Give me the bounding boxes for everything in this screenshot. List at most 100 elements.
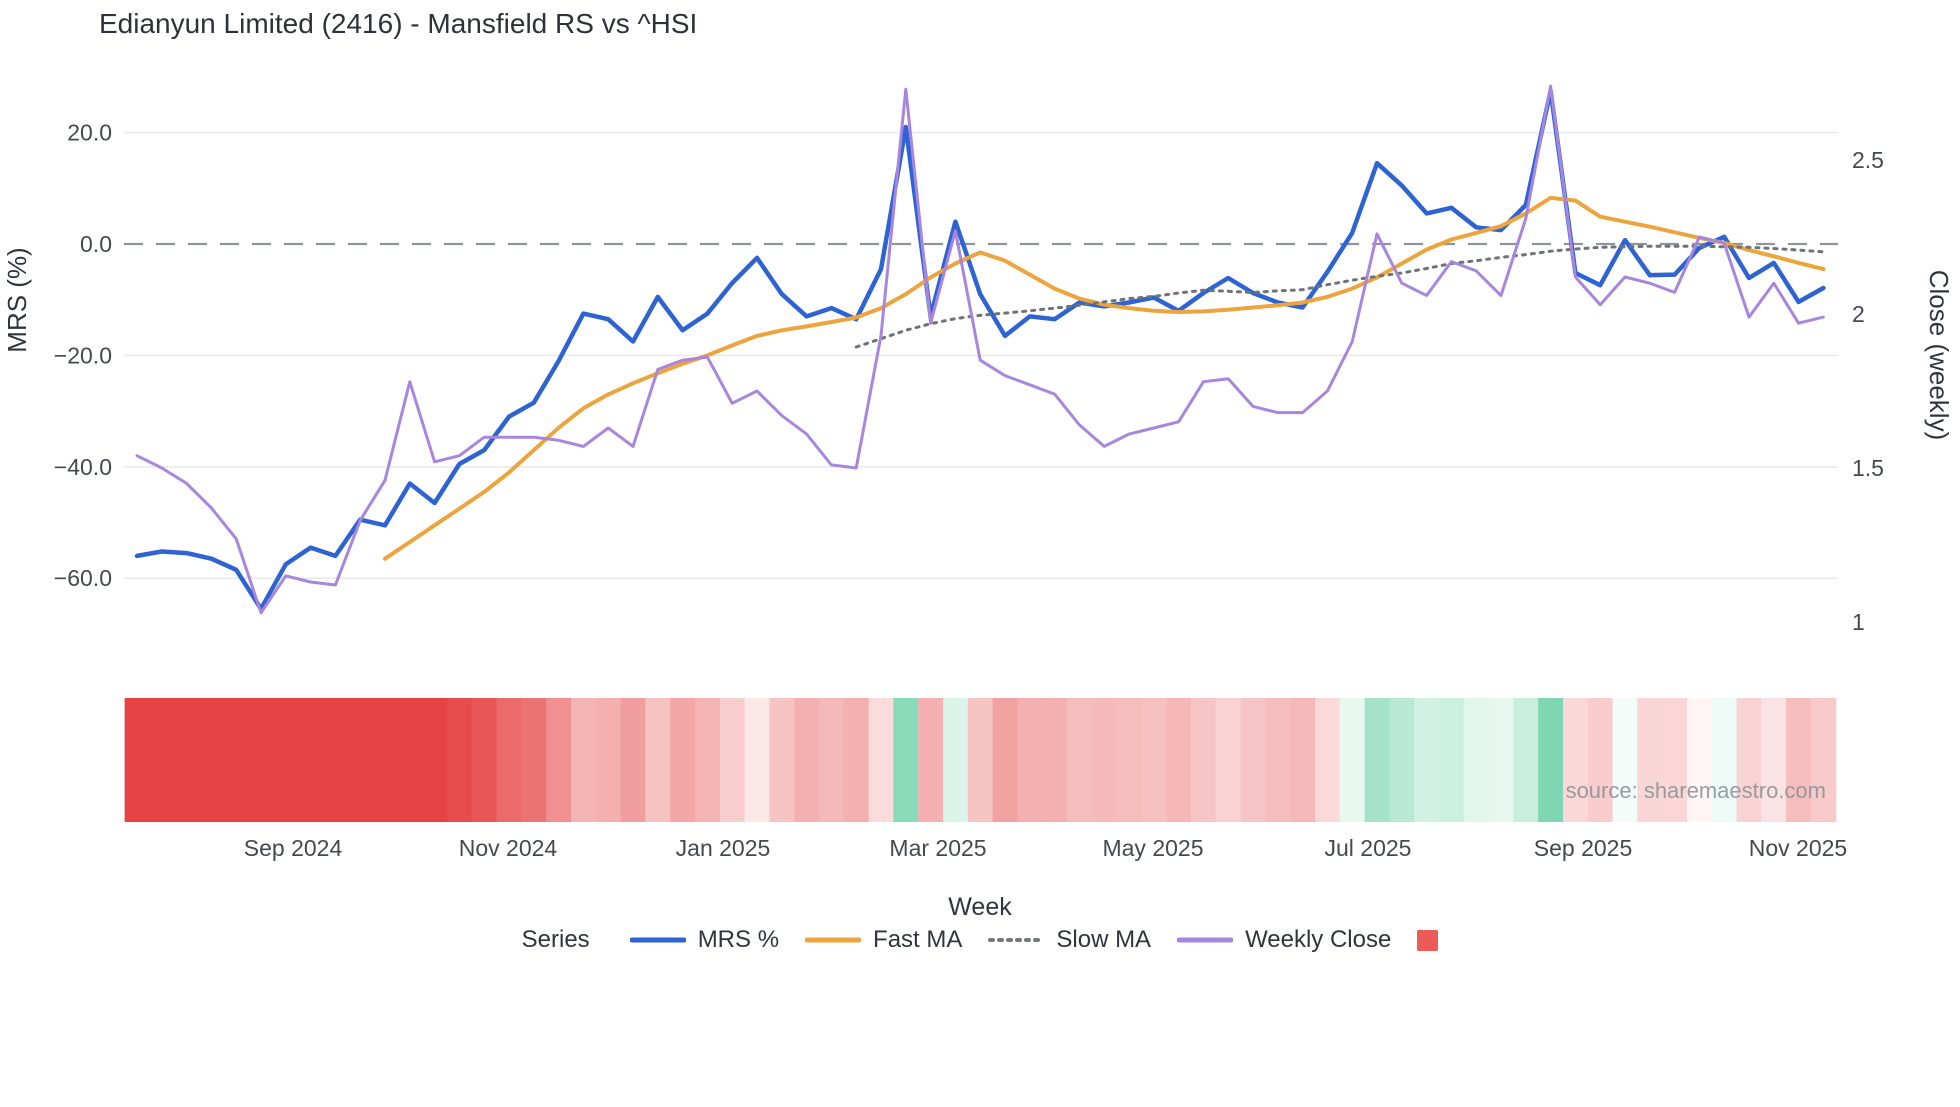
strip-cell xyxy=(893,698,919,822)
legend-item-marker[interactable] xyxy=(1417,929,1439,951)
strip-cell xyxy=(843,698,870,822)
strip-cell xyxy=(1042,698,1068,822)
strip-cell xyxy=(1116,698,1142,822)
strip-cell xyxy=(719,698,746,822)
strip-cell xyxy=(571,698,597,822)
legend-item-label: Fast MA xyxy=(873,926,963,953)
legend-item-label: Slow MA xyxy=(1056,926,1152,953)
legend-line-swatch-icon xyxy=(1177,937,1234,943)
strip-cell xyxy=(695,698,721,822)
x-axis-tick-label: Sep 2025 xyxy=(1534,835,1632,861)
strip-cell xyxy=(1191,698,1217,822)
strip-cell xyxy=(595,698,622,822)
strip-cell xyxy=(199,698,225,822)
strip-cell xyxy=(1711,698,1738,822)
strip-cell xyxy=(1290,698,1316,822)
strip-cell xyxy=(1637,698,1663,822)
strip-cell xyxy=(546,698,572,822)
y-axis-right-tick-label: 2 xyxy=(1852,301,1865,327)
y-axis-right-tick-label: 2.5 xyxy=(1852,147,1884,173)
strip-cell xyxy=(1488,698,1514,822)
strip-cell xyxy=(943,698,969,822)
strip-cell xyxy=(744,698,770,822)
x-axis-tick-label: May 2025 xyxy=(1102,835,1203,861)
strip-cell xyxy=(1463,698,1490,822)
strip-cell xyxy=(1761,698,1787,822)
strip-cell xyxy=(124,698,150,822)
strip-cell xyxy=(397,698,423,822)
source-note: source: sharemaestro.com xyxy=(1566,778,1826,803)
legend-item-label: Weekly Close xyxy=(1245,926,1392,953)
legend-line-swatch-icon xyxy=(629,937,686,943)
x-axis-ticks: Sep 2024 Nov 2024 Jan 2025 Mar 2025 May 2025… xyxy=(244,835,1847,861)
chart-title: Edianyun Limited (2416) - Mansfield RS v… xyxy=(99,8,697,39)
strip-cell xyxy=(868,698,894,822)
gridlines xyxy=(124,131,1838,580)
y-axis-right-ticks: 2.5 2 1.5 1 xyxy=(1852,147,1884,635)
series-line-weekly-close xyxy=(135,84,1825,615)
y-axis-left-tick-label: 20.0 xyxy=(67,120,112,146)
y-axis-left-tick-label: 0.0 xyxy=(80,231,112,257)
x-axis-tick-label: Mar 2025 xyxy=(889,835,986,861)
strip-cell xyxy=(1439,698,1465,822)
heat-strip xyxy=(124,698,1837,822)
y-axis-left-tick-label: −60.0 xyxy=(54,565,112,591)
legend-line-swatch-icon xyxy=(805,937,862,943)
strip-cell xyxy=(1612,698,1638,822)
strip-cell xyxy=(1687,698,1713,822)
y-axis-left-ticks: 20.0 0.0 −20.0 −40.0 −60.0 xyxy=(54,120,112,592)
y-axis-right-tick-label: 1.5 xyxy=(1852,455,1884,481)
legend-item-mrs-[interactable]: MRS % xyxy=(629,926,780,954)
legend-item-weekly-close[interactable]: Weekly Close xyxy=(1177,926,1391,954)
strip-cell xyxy=(819,698,845,822)
strip-cell xyxy=(645,698,671,822)
strip-cell xyxy=(447,698,473,822)
strip-cell xyxy=(670,698,696,822)
strip-cell xyxy=(372,698,398,822)
strip-cell xyxy=(1141,698,1167,822)
strip-cell xyxy=(174,698,200,822)
strip-cell xyxy=(1563,698,1589,822)
x-axis-tick-label: Nov 2024 xyxy=(459,835,558,861)
strip-cell xyxy=(1389,698,1415,822)
strip-cell xyxy=(1364,698,1390,822)
strip-cell xyxy=(298,698,324,822)
strip-cell xyxy=(967,698,994,822)
series-line-slow-ma xyxy=(854,244,1825,349)
strip-cell xyxy=(1067,698,1093,822)
strip-cell xyxy=(1339,698,1366,822)
y-axis-right-title: Close (weekly) xyxy=(1924,270,1954,441)
strip-cell xyxy=(1215,698,1242,822)
strip-cell xyxy=(223,698,250,822)
legend-item-slow-ma[interactable]: Slow MA xyxy=(988,926,1151,954)
strip-cell xyxy=(1513,698,1539,822)
legend-item-fast-ma[interactable]: Fast MA xyxy=(805,926,962,954)
legend-title: Series xyxy=(521,926,590,953)
strip-cell xyxy=(620,698,646,822)
legend-square-swatch-icon xyxy=(1417,929,1439,951)
y-axis-left-tick-label: −40.0 xyxy=(54,454,112,480)
strip-cell xyxy=(496,698,522,822)
strip-cell xyxy=(1538,698,1564,822)
x-axis-tick-label: Nov 2025 xyxy=(1749,835,1847,861)
strip-cell xyxy=(769,698,795,822)
strip-cell xyxy=(1587,698,1614,822)
strip-cell xyxy=(149,698,175,822)
y-axis-left-tick-label: −20.0 xyxy=(54,342,112,368)
strip-cell xyxy=(1811,698,1837,822)
legend: Series MRS % Fast MA Slow MA Weekly Clos… xyxy=(0,926,1960,954)
strip-cell xyxy=(273,698,299,822)
strip-cell xyxy=(323,698,349,822)
strip-cell xyxy=(422,698,448,822)
legend-item-label: MRS % xyxy=(697,926,780,953)
strip-cell xyxy=(1315,698,1341,822)
y-axis-left-title: MRS (%) xyxy=(2,247,32,352)
x-axis-tick-label: Jan 2025 xyxy=(676,835,771,861)
x-axis-tick-label: Sep 2024 xyxy=(244,835,343,861)
strip-cell xyxy=(1265,698,1291,822)
strip-cell xyxy=(1786,698,1812,822)
strip-cell xyxy=(347,698,374,822)
strip-cell xyxy=(521,698,547,822)
